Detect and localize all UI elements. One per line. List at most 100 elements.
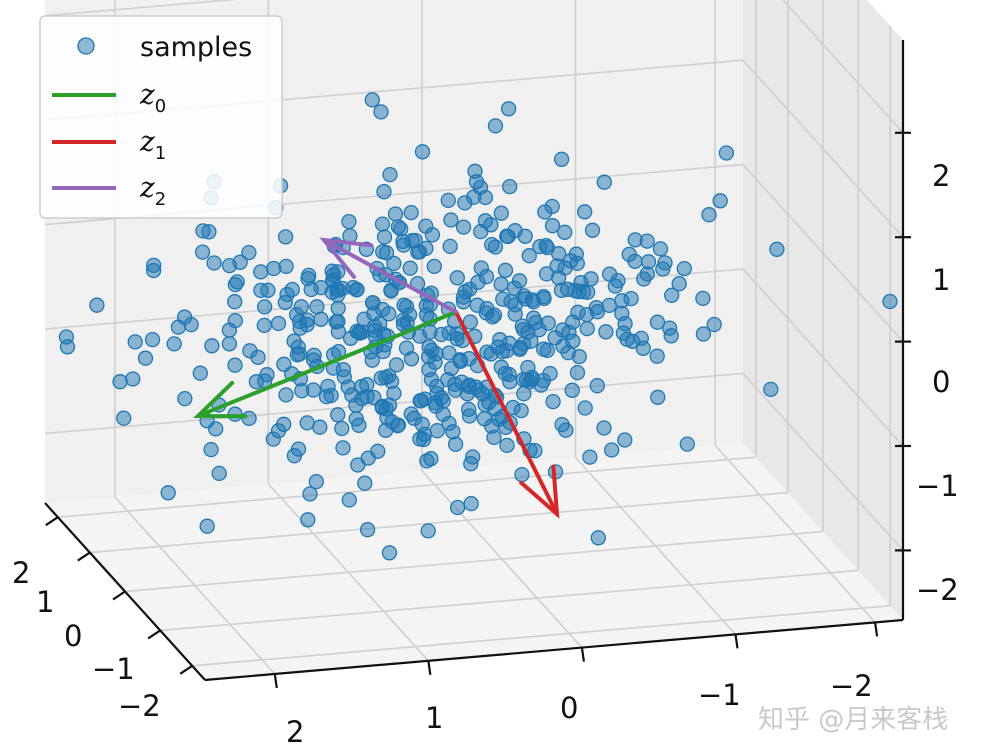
sample-point xyxy=(305,382,322,398)
sample-point xyxy=(253,264,269,280)
sample-point xyxy=(468,174,485,190)
sample-point xyxy=(706,316,722,333)
sample-point xyxy=(415,431,432,448)
sample-point xyxy=(655,261,671,277)
sample-point xyxy=(351,417,367,433)
sample-point xyxy=(398,298,415,315)
vector-z2-head xyxy=(319,237,374,279)
sample-point xyxy=(763,381,779,398)
sample-point xyxy=(204,338,220,354)
sample-point xyxy=(203,441,219,458)
sample-point xyxy=(125,371,141,387)
sample-point xyxy=(313,279,329,296)
sample-point xyxy=(413,393,429,409)
x-tick-mark xyxy=(734,634,739,649)
sample-point xyxy=(221,336,238,352)
sample-point xyxy=(388,357,405,373)
grid-line xyxy=(44,268,744,330)
y-tick-mark xyxy=(179,664,193,675)
sample-point xyxy=(286,333,302,349)
legend-marker-samples xyxy=(77,37,95,55)
x-tick-label: −1 xyxy=(698,678,741,712)
sample-point xyxy=(375,244,391,260)
sample-point xyxy=(334,420,350,437)
x-tick-label: 0 xyxy=(560,691,578,725)
sample-point xyxy=(305,352,322,368)
sample-point xyxy=(617,432,633,448)
grid-lines xyxy=(44,0,904,675)
sample-point xyxy=(359,388,375,405)
sample-point xyxy=(112,374,128,390)
sample-point xyxy=(433,326,449,343)
y-tick-mark xyxy=(77,551,91,562)
sample-point xyxy=(447,436,464,452)
sample-point xyxy=(378,369,394,386)
sample-point xyxy=(769,241,785,257)
sample-point xyxy=(443,212,459,228)
sample-point xyxy=(649,314,666,330)
sample-point xyxy=(490,339,506,355)
sample-point xyxy=(229,274,245,290)
sample-point xyxy=(614,293,630,309)
sample-point xyxy=(671,276,687,292)
sample-point xyxy=(383,282,399,298)
sample-point xyxy=(663,328,679,344)
sample-point xyxy=(424,342,440,358)
sample-point xyxy=(390,417,407,433)
sample-point xyxy=(335,440,351,456)
grid-line xyxy=(742,268,904,447)
legend: samples z0 z1 z2 xyxy=(39,15,283,219)
sample-point xyxy=(544,218,561,234)
sample-point xyxy=(598,324,614,340)
sample-point xyxy=(312,419,328,435)
sample-point xyxy=(328,314,344,330)
sample-point xyxy=(227,312,243,329)
grid-line xyxy=(742,59,904,238)
sample-point xyxy=(571,348,587,365)
sample-point xyxy=(284,281,300,298)
sample-point xyxy=(313,311,329,327)
sample-point xyxy=(540,315,556,331)
sample-point xyxy=(564,382,580,398)
sample-point xyxy=(286,448,303,464)
sample-point xyxy=(398,340,415,356)
sample-point xyxy=(493,276,509,292)
grid-line xyxy=(44,0,239,17)
x-tick-label: 2 xyxy=(286,715,304,749)
sample-point xyxy=(265,431,281,447)
sample-point xyxy=(260,282,276,298)
sample-point xyxy=(170,319,187,335)
sample-point xyxy=(357,475,373,491)
sample-point xyxy=(348,282,365,298)
sample-point xyxy=(250,349,266,365)
sample-point xyxy=(536,341,552,357)
sample-point xyxy=(484,418,500,434)
sample-point xyxy=(160,485,176,501)
vector-z1-head xyxy=(519,464,560,519)
sample-point xyxy=(542,365,558,382)
sample-point xyxy=(463,495,479,512)
y-tick-label: −2 xyxy=(118,689,161,723)
sample-point xyxy=(221,257,238,274)
sample-point xyxy=(382,166,398,183)
sample-point xyxy=(457,195,473,211)
sample-point xyxy=(577,400,593,416)
z-tick-label: −2 xyxy=(916,573,959,607)
vector-z0-shaft xyxy=(196,310,458,418)
sample-point xyxy=(695,290,711,307)
grid-line xyxy=(89,491,788,554)
sample-point xyxy=(493,205,509,221)
sample-point xyxy=(554,416,570,433)
vector-z2 xyxy=(319,237,458,314)
sample-point xyxy=(414,144,431,160)
sample-point xyxy=(266,260,282,277)
sample-point xyxy=(227,357,243,373)
sample-point xyxy=(144,331,161,348)
sample-point xyxy=(579,284,596,300)
sample-point xyxy=(502,374,518,390)
sample-point xyxy=(701,207,717,223)
sample-point xyxy=(525,310,542,326)
x-tick-label: 1 xyxy=(425,701,443,735)
